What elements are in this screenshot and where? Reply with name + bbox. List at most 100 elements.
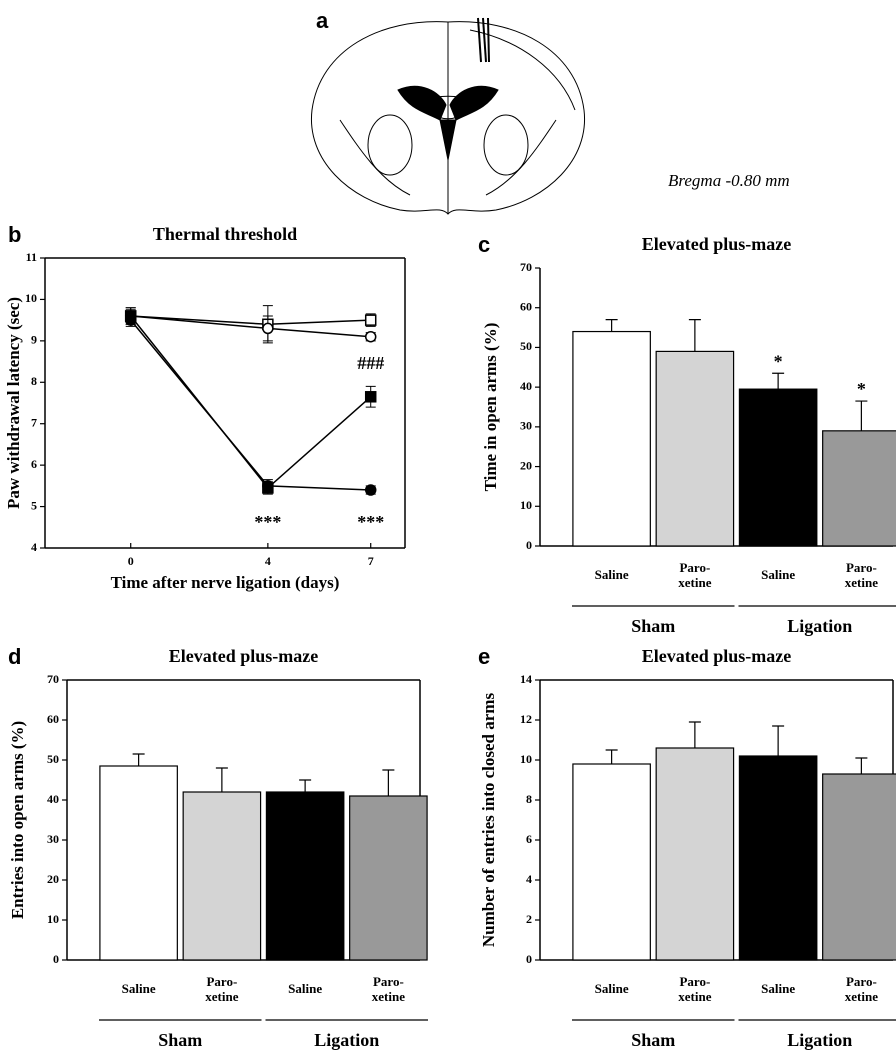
y-axis-label: Number of entries into closed arms bbox=[479, 693, 498, 948]
y-tick-label: 4 bbox=[31, 540, 37, 554]
annotation: ### bbox=[357, 353, 384, 373]
error-bar bbox=[132, 753, 145, 766]
x-tick-label: Paro-xetine bbox=[205, 974, 238, 1004]
panel-letter: b bbox=[8, 222, 21, 247]
bar bbox=[349, 795, 428, 961]
series-line bbox=[130, 315, 371, 338]
x-tick-label: Paro-xetine bbox=[845, 560, 878, 590]
y-tick-label: 10 bbox=[520, 752, 532, 766]
y-tick-label: 30 bbox=[520, 419, 532, 433]
panel-letter: c bbox=[478, 232, 490, 257]
diagram-caption: Bregma -0.80 mm bbox=[668, 171, 790, 190]
error-bar bbox=[688, 721, 701, 748]
marker bbox=[364, 484, 377, 496]
group-label: Sham bbox=[631, 616, 675, 636]
y-tick-label: 0 bbox=[53, 952, 59, 966]
x-tick-label: Saline bbox=[288, 981, 322, 996]
y-tick-label: 60 bbox=[47, 712, 59, 726]
x-tick-label: 4 bbox=[265, 554, 271, 568]
y-axis-label: Entries into open arms (%) bbox=[8, 721, 27, 919]
x-tick-label: Saline bbox=[761, 567, 795, 582]
bar bbox=[822, 430, 896, 547]
marker bbox=[364, 391, 377, 403]
bar bbox=[655, 350, 735, 547]
series-line bbox=[130, 319, 371, 491]
error-bar bbox=[772, 725, 785, 756]
y-tick-label: 50 bbox=[47, 752, 59, 766]
y-tick-label: 4 bbox=[526, 872, 532, 886]
error-bar bbox=[772, 372, 785, 390]
annotation: *** bbox=[357, 512, 384, 532]
y-tick-label: 70 bbox=[520, 260, 532, 274]
chart-title: Elevated plus-maze bbox=[169, 646, 318, 666]
panel-letter: a bbox=[316, 8, 329, 33]
y-axis-label: Paw withdrawal latency (sec) bbox=[4, 297, 23, 509]
y-tick-label: 40 bbox=[520, 379, 532, 393]
marker bbox=[124, 314, 137, 326]
y-tick-label: 20 bbox=[47, 872, 59, 886]
x-axis-label: Time after nerve ligation (days) bbox=[111, 573, 340, 592]
group-label: Sham bbox=[158, 1030, 202, 1050]
marker bbox=[364, 330, 377, 343]
y-tick-label: 14 bbox=[520, 672, 532, 686]
y-tick-label: 10 bbox=[47, 912, 59, 926]
x-tick-label: Paro-xetine bbox=[678, 560, 711, 590]
error-bar bbox=[605, 749, 618, 764]
annotation: * bbox=[857, 379, 866, 399]
group-label: Ligation bbox=[314, 1030, 379, 1050]
y-tick-label: 40 bbox=[47, 792, 59, 806]
y-tick-label: 10 bbox=[25, 291, 37, 305]
group-label: Ligation bbox=[787, 1030, 852, 1050]
error-bar bbox=[382, 769, 395, 796]
x-tick-label: Saline bbox=[122, 981, 156, 996]
y-tick-label: 50 bbox=[520, 339, 532, 353]
y-tick-label: 8 bbox=[526, 792, 532, 806]
series-line bbox=[130, 315, 371, 326]
x-tick-label: 7 bbox=[368, 554, 374, 568]
x-tick-label: Saline bbox=[761, 981, 795, 996]
bar bbox=[182, 791, 262, 961]
y-tick-label: 60 bbox=[520, 299, 532, 313]
brain-diagram bbox=[310, 17, 586, 215]
error-bar bbox=[855, 400, 868, 431]
annotation: * bbox=[774, 351, 783, 371]
bar bbox=[265, 791, 345, 961]
marker bbox=[364, 314, 377, 326]
chart-title: Elevated plus-maze bbox=[642, 234, 791, 254]
y-tick-label: 5 bbox=[31, 498, 37, 512]
y-tick-label: 0 bbox=[526, 538, 532, 552]
y-tick-label: 10 bbox=[520, 498, 532, 512]
bar bbox=[99, 765, 178, 961]
y-tick-label: 20 bbox=[520, 458, 532, 472]
y-tick-label: 2 bbox=[526, 912, 532, 926]
bar bbox=[572, 330, 651, 547]
panel-letter: d bbox=[8, 644, 21, 669]
error-bar bbox=[605, 319, 618, 332]
x-tick-label: Saline bbox=[595, 981, 629, 996]
marker bbox=[262, 480, 274, 492]
y-tick-label: 6 bbox=[31, 457, 37, 471]
x-tick-label: Paro-xetine bbox=[372, 974, 405, 1004]
y-tick-label: 30 bbox=[47, 832, 59, 846]
error-bar bbox=[855, 757, 868, 774]
y-tick-label: 8 bbox=[31, 374, 37, 388]
group-label: Ligation bbox=[787, 616, 852, 636]
bar bbox=[738, 755, 818, 961]
y-tick-label: 6 bbox=[526, 832, 532, 846]
y-tick-label: 11 bbox=[26, 250, 37, 264]
bar bbox=[738, 388, 818, 547]
y-tick-label: 0 bbox=[526, 952, 532, 966]
panel-letter: e bbox=[478, 644, 490, 669]
marker bbox=[262, 322, 274, 335]
error-bar bbox=[688, 319, 701, 352]
bar bbox=[655, 747, 735, 961]
annotation: *** bbox=[254, 512, 281, 532]
error-bar bbox=[299, 779, 312, 792]
chart-title: Thermal threshold bbox=[153, 224, 297, 244]
y-tick-label: 7 bbox=[31, 415, 37, 429]
group-label: Sham bbox=[631, 1030, 675, 1050]
x-tick-label: Paro-xetine bbox=[845, 974, 878, 1004]
y-tick-label: 70 bbox=[47, 672, 59, 686]
error-bar bbox=[215, 767, 228, 792]
